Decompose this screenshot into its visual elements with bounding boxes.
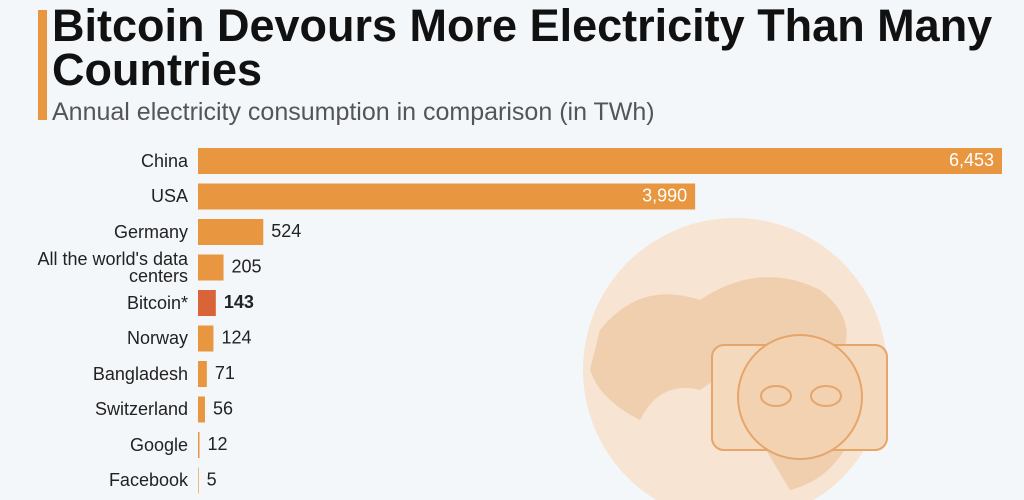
chart-title: Bitcoin Devours More Electricity Than Ma… <box>52 0 993 95</box>
value-label: 524 <box>271 221 301 241</box>
bar <box>198 432 200 458</box>
value-label: 143 <box>224 292 254 312</box>
value-label: 3,990 <box>642 185 687 205</box>
value-label: 12 <box>207 434 227 454</box>
category-label: Google <box>129 434 188 455</box>
bar <box>198 183 696 210</box>
category-label: USA <box>150 186 188 206</box>
category-label: Bangladesh <box>92 363 188 384</box>
bar <box>198 361 207 387</box>
bar <box>198 148 1002 174</box>
chart-subtitle: Annual electricity consumption in compar… <box>52 98 655 126</box>
category-label: Facebook <box>108 470 188 490</box>
bar <box>198 467 199 494</box>
value-label: 124 <box>221 327 251 347</box>
bar <box>198 290 216 316</box>
value-label: 5 <box>207 469 217 489</box>
bar <box>198 325 214 352</box>
category-label: All the world's data centers <box>37 248 188 286</box>
bar <box>198 396 205 423</box>
category-label: Switzerland <box>94 399 188 419</box>
category-label: Germany <box>113 221 188 242</box>
value-label: 71 <box>215 363 235 383</box>
bar <box>198 219 264 245</box>
category-label: Bitcoin* <box>126 292 188 313</box>
category-label: China <box>140 150 188 171</box>
category-label: Norway <box>126 328 188 348</box>
value-label: 205 <box>232 256 262 276</box>
value-label: 6,453 <box>949 150 994 170</box>
accent-stripe <box>38 10 47 120</box>
value-label: 56 <box>213 398 233 418</box>
globe-illustration <box>583 218 888 500</box>
bar <box>198 254 224 281</box>
